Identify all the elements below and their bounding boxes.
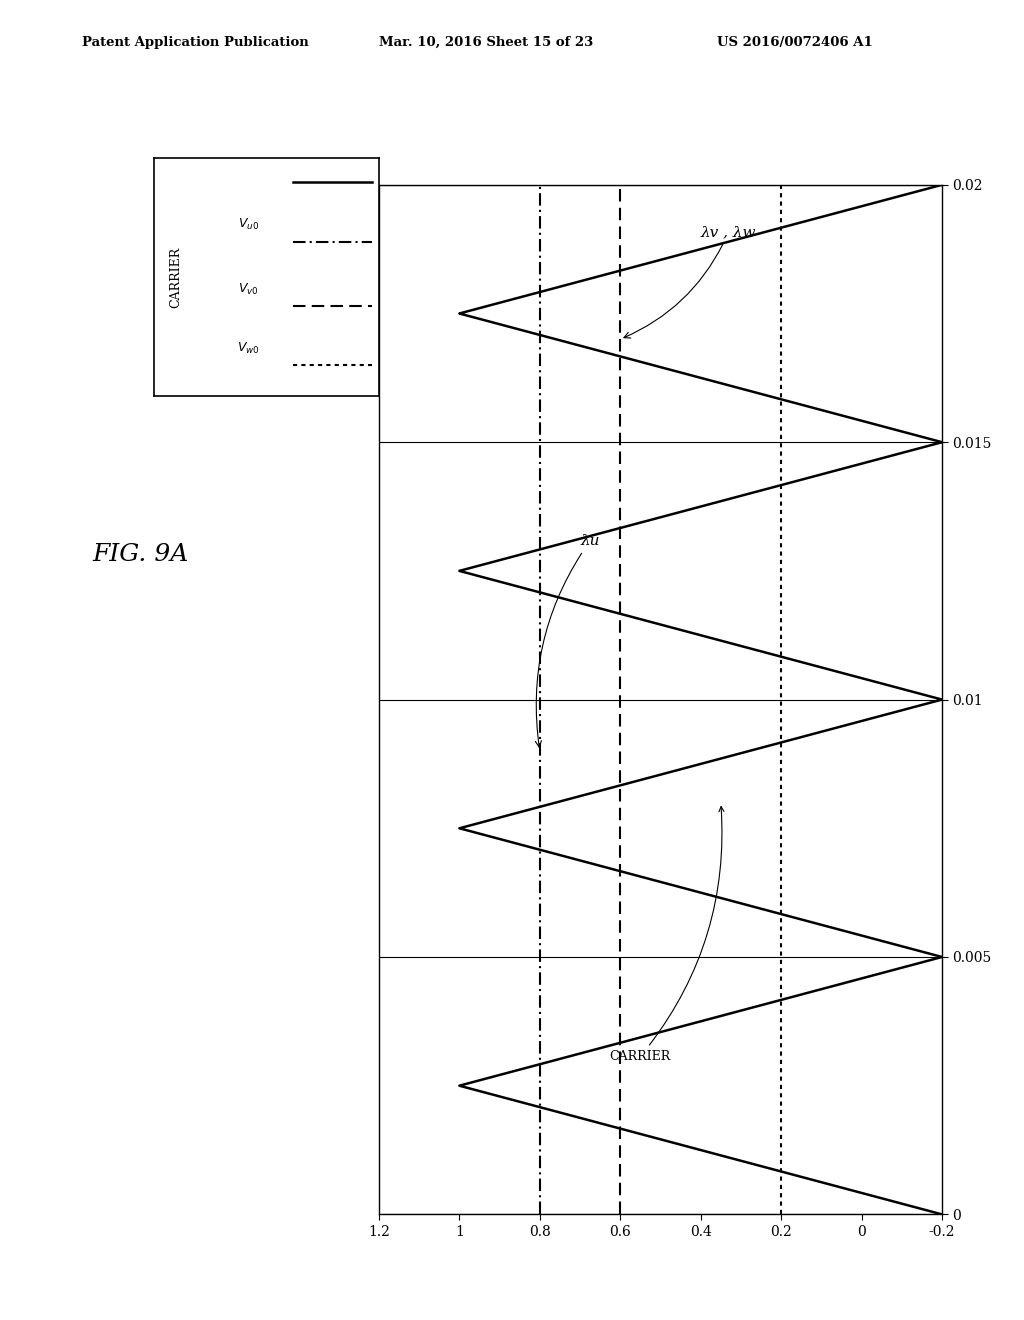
- Text: $\mathit{V}_{w0}$: $\mathit{V}_{w0}$: [237, 341, 259, 356]
- Text: FIG. 9A: FIG. 9A: [92, 543, 188, 566]
- Text: Patent Application Publication: Patent Application Publication: [82, 36, 308, 49]
- Text: US 2016/0072406 A1: US 2016/0072406 A1: [717, 36, 872, 49]
- Text: $\mathit{V}_{u0}$: $\mathit{V}_{u0}$: [238, 218, 259, 232]
- Text: $\mathit{V}_{v0}$: $\mathit{V}_{v0}$: [238, 281, 259, 297]
- Text: CARRIER: CARRIER: [170, 247, 182, 308]
- Text: λv , λw: λv , λw: [624, 226, 756, 338]
- Text: CARRIER: CARRIER: [609, 807, 724, 1063]
- Text: λu: λu: [536, 535, 599, 747]
- Text: Mar. 10, 2016 Sheet 15 of 23: Mar. 10, 2016 Sheet 15 of 23: [379, 36, 593, 49]
